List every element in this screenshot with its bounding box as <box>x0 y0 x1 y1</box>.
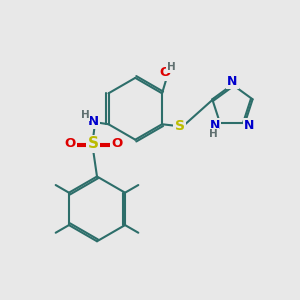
Text: S: S <box>175 119 185 133</box>
Text: S: S <box>88 136 99 152</box>
Text: N: N <box>227 75 238 88</box>
Text: H: H <box>209 129 218 139</box>
Text: O: O <box>64 137 75 151</box>
Text: H: H <box>167 62 176 72</box>
Text: O: O <box>111 137 122 151</box>
Text: O: O <box>159 66 171 79</box>
Text: N: N <box>209 119 220 132</box>
Text: N: N <box>88 115 99 128</box>
Text: H: H <box>81 110 89 120</box>
Text: N: N <box>244 119 254 132</box>
